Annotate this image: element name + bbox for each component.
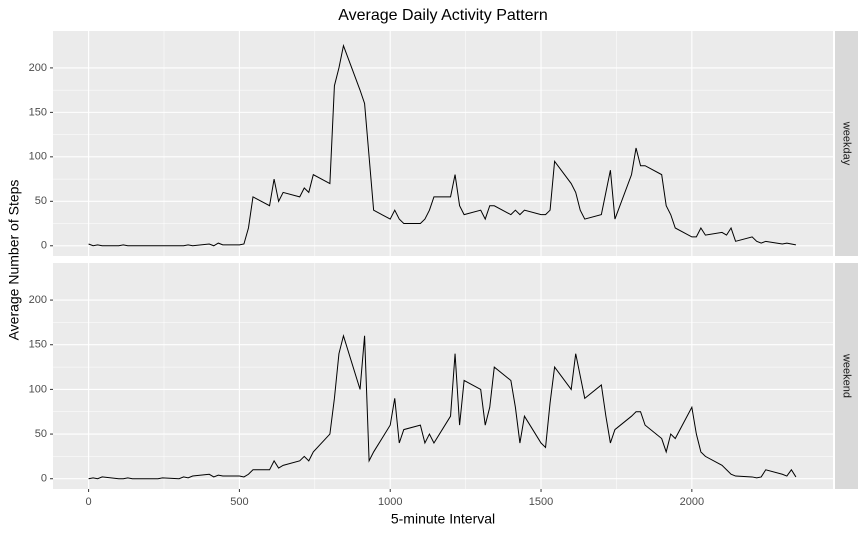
- y-tick-label: 0: [41, 240, 47, 252]
- y-axis-label: Average Number of Steps: [6, 180, 22, 341]
- x-tick-label: 2000: [680, 496, 704, 508]
- y-tick-label: 100: [29, 383, 47, 395]
- facet-label: weekend: [841, 353, 853, 398]
- data-line: [88, 43, 796, 247]
- data-line: [88, 333, 797, 480]
- facet-label: weekday: [841, 121, 853, 166]
- y-tick-label: 50: [35, 195, 47, 207]
- y-tick-label: 0: [41, 473, 47, 485]
- x-tick-label: 0: [86, 496, 92, 508]
- y-tick-label: 200: [29, 62, 47, 74]
- y-tick-label: 100: [29, 151, 47, 163]
- y-tick-label: 50: [35, 428, 47, 440]
- panel-background: [53, 31, 833, 256]
- x-axis-label: 5-minute Interval: [391, 511, 495, 527]
- chart-title: Average Daily Activity Pattern: [338, 7, 548, 24]
- y-tick-label: 200: [29, 294, 47, 306]
- panel-background: [53, 263, 833, 489]
- x-tick-label: 1500: [529, 496, 553, 508]
- facet-strip: [835, 263, 858, 489]
- y-tick-label: 150: [29, 339, 47, 351]
- y-tick-label: 150: [29, 106, 47, 118]
- x-tick-label: 500: [230, 496, 248, 508]
- x-tick-label: 1000: [378, 496, 402, 508]
- facet-strip: [835, 31, 858, 256]
